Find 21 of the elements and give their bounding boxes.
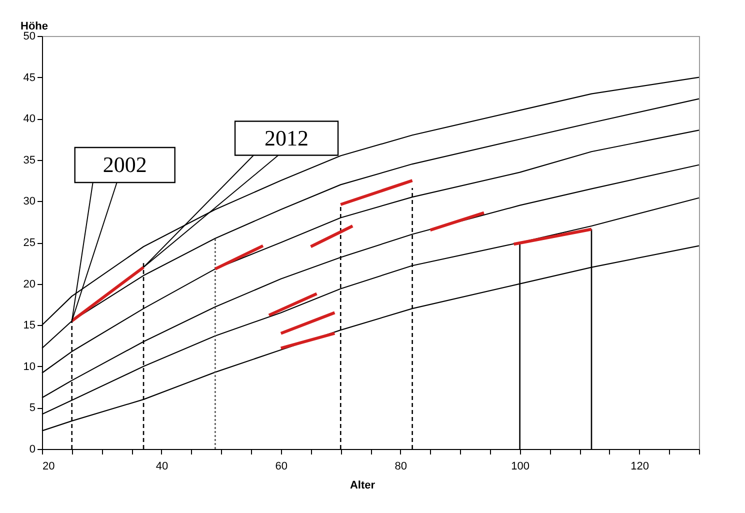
x-tick-label: 100 xyxy=(511,460,530,472)
x-axis-title: Alter xyxy=(350,480,376,492)
y-tick-label: 45 xyxy=(23,72,36,84)
annotation: 2012 xyxy=(264,125,309,150)
y-tick-label: 15 xyxy=(23,320,36,332)
annotation: 2002 xyxy=(102,152,147,177)
y-tick-label: 0 xyxy=(29,444,36,456)
y-tick-label: 30 xyxy=(23,196,36,208)
y-tick-label: 40 xyxy=(23,113,36,126)
y-tick-label: 20 xyxy=(23,278,36,290)
x-tick-label: 60 xyxy=(275,460,288,472)
y-tick-label: 35 xyxy=(23,154,36,166)
y-tick-label: 50 xyxy=(23,30,36,42)
x-tick-label: 40 xyxy=(156,460,168,472)
x-tick-label: 20 xyxy=(42,460,55,472)
y-tick-label: 10 xyxy=(23,360,36,373)
x-tick-label: 80 xyxy=(394,460,407,472)
x-tick-label: 120 xyxy=(630,460,649,472)
y-tick-label: 5 xyxy=(29,402,36,414)
y-axis-title: Höhe xyxy=(20,20,48,32)
y-tick-label: 25 xyxy=(23,237,36,249)
